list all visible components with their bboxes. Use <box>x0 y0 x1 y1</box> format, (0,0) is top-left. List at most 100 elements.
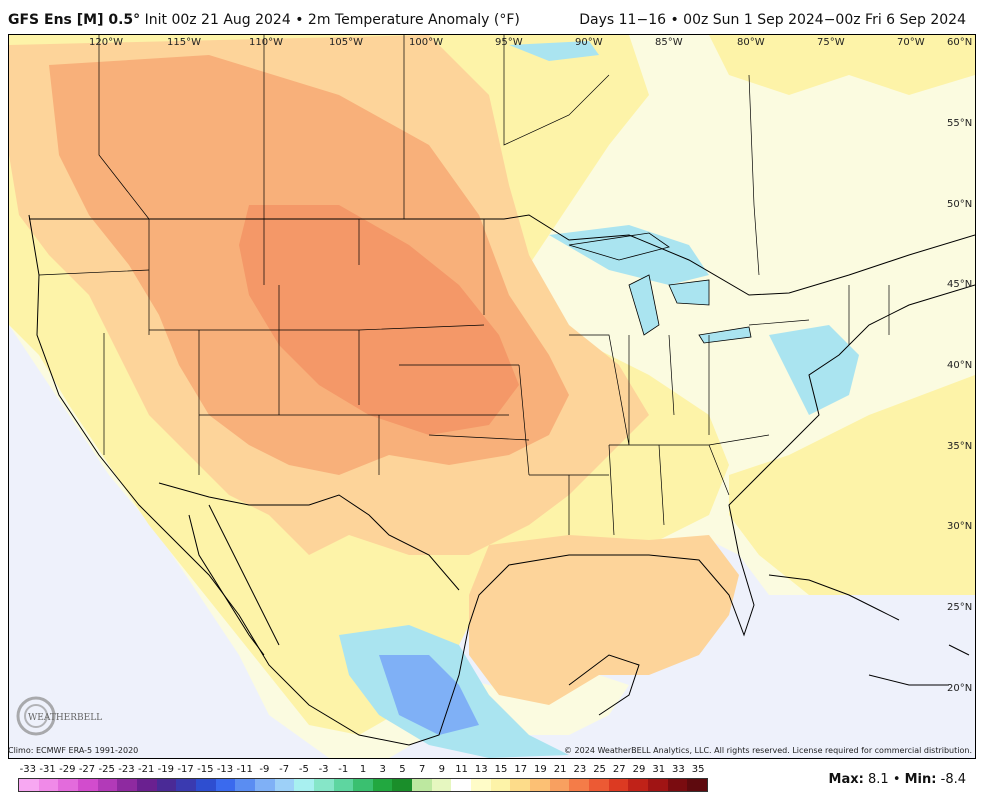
legend-swatch <box>412 779 432 791</box>
max-value: 8.1 <box>867 772 889 787</box>
legend-swatch <box>510 779 531 791</box>
anomaly-blue-mexico <box>379 655 479 735</box>
legend-label: 33 <box>672 764 685 775</box>
legend-swatch <box>77 779 98 791</box>
yucatan-coast <box>568 654 640 716</box>
anomaly-light-yellow-gulfcoast <box>729 375 975 595</box>
climo-note: Climo: ECMWF ERA-5 1991-2020 <box>8 746 139 755</box>
legend-color-bar <box>18 778 708 792</box>
legend-label: 25 <box>593 764 606 775</box>
legend-swatch <box>235 779 255 791</box>
great-lakes <box>568 232 752 344</box>
legend-swatch <box>19 779 39 791</box>
legend-swatch <box>136 779 157 791</box>
legend-swatch <box>313 779 334 791</box>
init-time: Init 00z 21 Aug 2024 <box>144 12 291 28</box>
map-title: GFS Ens [M] 0.5° Init 00z 21 Aug 2024 • … <box>8 12 520 28</box>
legend-label: -27 <box>78 764 96 775</box>
legend-label: -33 <box>19 764 37 775</box>
legend-label: -3 <box>318 764 329 775</box>
legend-swatch <box>353 779 373 791</box>
model-name: GFS Ens [M] 0.5° <box>8 12 141 28</box>
legend-swatch <box>667 779 688 791</box>
color-legend: -33 -31 -29 -27 -25 -23 -21 -19 -17 -15 -13 -11 -9 -7… <box>18 764 708 802</box>
legend-label: 19 <box>534 764 547 775</box>
legend-label: 21 <box>553 764 567 775</box>
lon-label: 105°W <box>329 37 363 48</box>
lat-label: 40°N <box>947 360 972 371</box>
legend-label: -19 <box>157 764 175 775</box>
legend-label: 11 <box>455 764 468 775</box>
legend-swatch <box>490 779 511 791</box>
lat-label: 50°N <box>947 199 972 210</box>
legend-label: 13 <box>474 764 488 775</box>
anomaly-map[interactable]: 120°W 115°W 110°W 105°W 100°W 95°W 90°W … <box>8 34 976 759</box>
legend-label: -7 <box>279 764 290 775</box>
legend-label: -9 <box>259 764 270 775</box>
legend-label: -31 <box>39 764 56 775</box>
lon-label: 80°W <box>737 37 765 48</box>
legend-label: 7 <box>418 764 426 775</box>
anomaly-cool-hudson <box>509 41 599 61</box>
legend-label: 9 <box>438 764 446 775</box>
anomaly-light-yellow-east <box>709 35 975 95</box>
legend-label: 23 <box>573 764 587 775</box>
legend-label: -5 <box>298 764 309 775</box>
longitude-labels: 120°W 115°W 110°W 105°W 100°W 95°W 90°W … <box>89 37 925 48</box>
anomaly-gulf-orange <box>469 535 739 705</box>
legend-swatch <box>589 779 609 791</box>
legend-label: 35 <box>691 764 705 775</box>
legend-swatch <box>97 779 118 791</box>
latitude-labels: 60°N 55°N 50°N 45°N 40°N 35°N 30°N 25°N … <box>947 37 972 694</box>
legend-swatch <box>58 779 78 791</box>
lon-label: 90°W <box>575 37 603 48</box>
legend-swatch <box>176 779 196 791</box>
lon-label: 110°W <box>249 37 283 48</box>
legend-label: 15 <box>494 764 508 775</box>
lat-label: 55°N <box>947 118 972 129</box>
min-value: -8.4 <box>940 772 966 787</box>
legend-label: -25 <box>98 764 115 775</box>
legend-swatch <box>274 779 295 791</box>
legend-swatch <box>628 779 648 791</box>
legend-swatch <box>38 779 59 791</box>
legend-label: -11 <box>236 764 253 775</box>
legend-label: -15 <box>197 764 214 775</box>
legend-swatch <box>569 779 590 791</box>
valid-period: Days 11−16 • 00z Sun 1 Sep 2024−00z Fri … <box>579 12 966 28</box>
lon-label: 85°W <box>655 37 683 48</box>
legend-label: -23 <box>118 764 135 775</box>
legend-label: -1 <box>338 764 349 775</box>
lon-label: 70°W <box>897 37 925 48</box>
legend-swatch <box>431 779 452 791</box>
lat-label: 60°N <box>947 37 972 48</box>
weatherbell-logo: WEATHERBELL <box>14 694 104 740</box>
logo-graphic: WEATHERBELL <box>16 696 102 736</box>
lat-label: 45°N <box>947 279 972 290</box>
title-bullet: • <box>295 12 304 28</box>
max-min-readout: Max: 8.1 • Min: -8.4 <box>829 772 966 787</box>
lon-label: 100°W <box>409 37 443 48</box>
legend-swatch <box>687 779 707 791</box>
max-min-separator: • <box>892 772 901 787</box>
variable-name: 2m Temperature Anomaly (°F) <box>307 12 520 28</box>
legend-swatch <box>294 779 314 791</box>
legend-labels: -33 -31 -29 -27 -25 -23 -21 -19 -17 -15 -13 -11 -9 -7… <box>18 764 708 778</box>
lon-label: 95°W <box>495 37 523 48</box>
legend-swatch <box>530 779 550 791</box>
legend-label: 1 <box>359 764 367 775</box>
legend-label: -29 <box>59 764 76 775</box>
legend-swatch <box>392 779 413 791</box>
legend-swatch <box>156 779 177 791</box>
legend-label: -13 <box>216 764 234 775</box>
us-mexico-border <box>158 482 460 591</box>
min-label: Min: <box>904 772 937 787</box>
lon-label: 115°W <box>167 37 201 48</box>
legend-swatch <box>608 779 629 791</box>
legend-label: 29 <box>632 764 646 775</box>
province-borders <box>98 35 760 276</box>
legend-swatch <box>254 779 275 791</box>
legend-swatch <box>215 779 236 791</box>
legend-label: -21 <box>137 764 155 775</box>
legend-swatch <box>372 779 393 791</box>
